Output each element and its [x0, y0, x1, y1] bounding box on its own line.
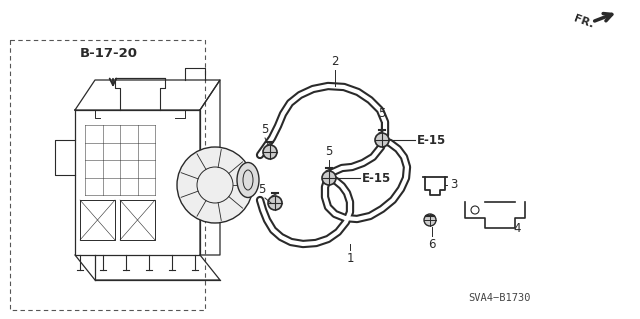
Circle shape [322, 171, 336, 185]
Text: E-15: E-15 [417, 133, 446, 146]
Text: 5: 5 [325, 145, 333, 158]
Circle shape [268, 196, 282, 210]
Text: 1: 1 [346, 252, 354, 265]
Text: 5: 5 [261, 123, 269, 136]
Bar [10, 40, 205, 310]
Text: FR.: FR. [572, 14, 595, 30]
Circle shape [375, 133, 389, 147]
Text: 5: 5 [259, 183, 266, 196]
Text: E-15: E-15 [362, 172, 391, 184]
Circle shape [263, 145, 277, 159]
Text: 3: 3 [450, 179, 458, 191]
Text: 4: 4 [513, 221, 520, 234]
Circle shape [177, 147, 253, 223]
Circle shape [424, 214, 436, 226]
Text: SVA4−B1730: SVA4−B1730 [468, 293, 531, 303]
Text: 6: 6 [428, 238, 436, 251]
Ellipse shape [237, 162, 259, 197]
Text: 2: 2 [332, 55, 339, 68]
Text: 5: 5 [378, 107, 386, 120]
Text: B-17-20: B-17-20 [80, 47, 138, 60]
